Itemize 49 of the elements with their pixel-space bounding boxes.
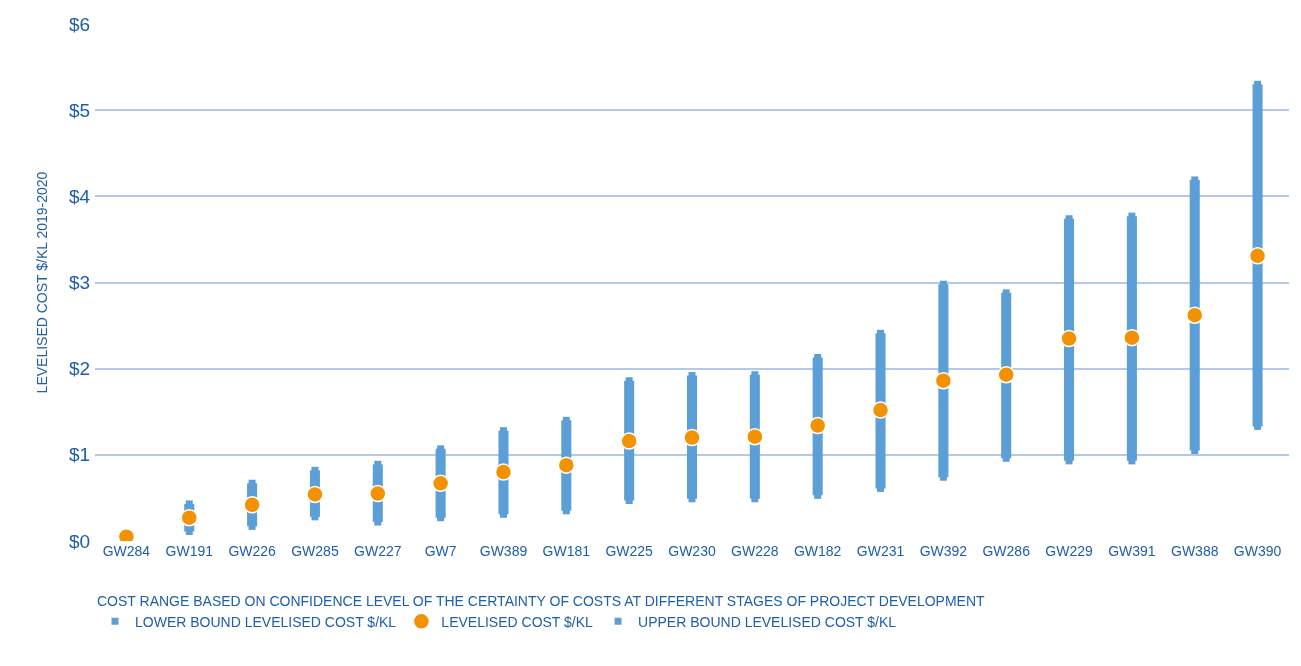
point xyxy=(1186,306,1204,324)
y-tick-label: $1 xyxy=(69,444,91,466)
x-tick-label: GW191 xyxy=(165,543,214,559)
x-tick-label: GW226 xyxy=(228,543,277,559)
point xyxy=(1060,329,1078,348)
point xyxy=(620,432,638,450)
x-tick-label: GW284 xyxy=(102,543,151,559)
point xyxy=(557,456,576,474)
legend-label: UPPER BOUND LEVELISED COST $/KL xyxy=(638,613,897,630)
x-tick-label: GW231 xyxy=(856,543,905,559)
x-tick-label: GW7 xyxy=(424,543,457,559)
y-tick-label: $3 xyxy=(69,272,91,294)
point xyxy=(1248,247,1267,265)
point xyxy=(934,371,953,390)
point xyxy=(1123,328,1141,347)
point xyxy=(683,428,701,447)
legend-title: COST RANGE BASED ON CONFIDENCE LEVEL OF THE CERTAINTY OF COSTS AT DIFFERENT STAGES OF PROJECT DEVELOPMENT xyxy=(97,592,986,609)
x-tick-label: GW285 xyxy=(291,543,339,559)
y-tick-label: $6 xyxy=(69,13,91,35)
point xyxy=(369,484,387,503)
x-tick-label: GW391 xyxy=(1108,543,1156,559)
x-tick-label: GW182 xyxy=(793,543,842,559)
y-tick-label: $0 xyxy=(69,530,91,552)
legend-label: LEVELISED COST $/KL xyxy=(441,613,594,630)
point xyxy=(871,401,890,419)
x-tick-label: GW388 xyxy=(1171,543,1219,559)
point xyxy=(431,474,450,493)
y-tick-label: $2 xyxy=(69,358,91,380)
point xyxy=(808,416,827,435)
x-tick-label: GW390 xyxy=(1233,543,1282,559)
point xyxy=(494,463,513,481)
x-tick-label: GW389 xyxy=(479,543,528,559)
point xyxy=(180,508,199,527)
x-tick-label: GW392 xyxy=(919,543,968,559)
x-tick-label: GW228 xyxy=(731,543,779,559)
y-tick-label: $5 xyxy=(69,99,91,121)
y-axis-title: LEVELISED COST $/KL 2019-2020 xyxy=(33,171,50,394)
x-tick-label: GW229 xyxy=(1045,543,1093,559)
x-tick-label: GW230 xyxy=(668,543,716,559)
x-tick-label: GW225 xyxy=(605,543,654,559)
x-tick-label: GW286 xyxy=(982,543,1031,559)
point xyxy=(306,485,324,504)
x-tick-label: GW181 xyxy=(542,543,591,559)
x-tick-label: GW227 xyxy=(354,543,402,559)
point xyxy=(746,427,764,446)
legend-label: LOWER BOUND LEVELISED COST $/KL xyxy=(135,613,397,630)
y-tick-label: $4 xyxy=(69,185,91,207)
point xyxy=(997,365,1015,384)
point xyxy=(243,496,261,514)
